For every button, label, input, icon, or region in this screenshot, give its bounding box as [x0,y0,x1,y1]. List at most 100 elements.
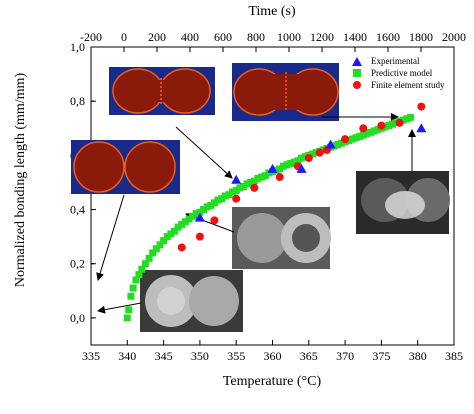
y-tick-label: 0,8 [70,94,85,108]
x-tick-label: 385 [445,349,463,363]
predictive-model-point [203,203,211,211]
predictive-model-point [200,206,208,214]
x2-tick-label: 1800 [409,30,433,44]
predictive-model-point [403,115,411,123]
inset-photo-particles-3 [356,171,450,234]
legend-label-finite-element: Finite element study [371,80,445,90]
predictive-model-point [308,150,316,158]
x2-tick-label: 200 [148,30,166,44]
predictive-model-point [261,172,269,180]
x-tick-label: 340 [118,349,136,363]
predictive-model-point [337,139,345,147]
legend-label-predictive: Predictive model [371,68,433,78]
predictive-model-point [283,161,291,169]
arrow-to-inset-initial [96,194,125,281]
finite-element-point [275,173,284,182]
finite-element-point [417,102,426,111]
finite-element-point [195,232,204,241]
predictive-model-point [279,162,287,170]
x-tick-label: 350 [191,349,209,363]
inset-photo-particles-2 [232,207,331,269]
predictive-model-point [149,249,157,257]
legend-marker-experimental [352,57,362,66]
x-axis-ticks: 335 340 345 350 355 360 365 370 375 380 385 [82,340,463,363]
x-tick-label: 380 [409,349,427,363]
y-tick-label: 0,0 [70,311,85,325]
predictive-model-point [243,180,251,188]
predictive-model-point [221,192,229,200]
predictive-model-point [352,134,360,142]
experimental-point [267,163,278,173]
predictive-model-point [265,169,273,177]
predictive-model-point [160,237,168,245]
predictive-model-point [145,254,153,262]
finite-element-point [210,216,219,225]
predictive-model-point [196,208,204,216]
legend-label-experimental: Experimental [371,56,420,66]
x2-axis-ticks: -200 0 200 400 600 800 1000 1200 1400 1600 1800 200… [80,30,466,52]
finite-element-point [232,194,241,203]
predictive-model-point [167,230,175,238]
predictive-model-point [287,159,295,167]
legend-marker-predictive [353,69,361,77]
predictive-model-point [239,183,247,191]
experimental-point [416,123,427,133]
finite-element-point [359,124,368,133]
predictive-model-point [156,241,164,249]
y-tick-label: 0,2 [70,257,85,271]
predictive-model-point [189,212,197,220]
y-tick-label: 0,4 [70,203,85,217]
predictive-model-point [356,132,364,140]
arrow-to-inset-early [175,126,233,179]
predictive-model-point [359,131,367,139]
experimental-point [296,163,307,173]
x2-tick-label: 600 [214,30,232,44]
predictive-model-point [127,292,135,300]
x-tick-label: 365 [300,349,318,363]
predictive-model-point [138,265,146,273]
predictive-model-point [163,233,171,241]
predictive-model-point [218,195,226,203]
predictive-model-point [406,113,414,121]
predictive-model-point [174,223,182,231]
finite-element-point [377,121,386,130]
x2-tick-label: -200 [80,30,102,44]
predictive-model-point [399,116,407,124]
predictive-model-point [258,173,266,181]
finite-element-point [177,243,186,252]
inset-fe-sintering-early [109,67,215,115]
predictive-model-point [141,260,149,268]
predictive-model-point [192,210,200,218]
predictive-model-point [385,122,393,130]
series-layer [123,102,427,322]
predictive-model-point [370,127,378,135]
finite-element-point [250,183,259,192]
predictive-model-point [298,154,306,162]
predictive-model-point [334,141,342,149]
x-tick-label: 355 [227,349,245,363]
x2-tick-label: 1200 [310,30,334,44]
finite-element-point [341,135,350,144]
predictive-model-point [294,157,302,165]
finite-element-point [304,154,313,163]
predictive-model-point [152,245,160,253]
inset-photo-particles-1 [140,270,243,332]
predictive-model-point [214,196,222,204]
predictive-model-point [276,165,284,173]
predictive-model-point [363,130,371,138]
x2-tick-label: 1000 [277,30,301,44]
predictive-model-point [290,158,298,166]
predictive-model-point [181,218,189,226]
experimental-point [325,139,336,149]
predictive-model-point [225,191,233,199]
predictive-model-point [210,199,218,207]
predictive-model-point [229,188,237,196]
predictive-model-point [250,177,258,185]
predictive-model-point [247,178,255,186]
x2-tick-label: 1400 [343,30,367,44]
predictive-model-point [348,135,356,143]
legend: Experimental Predictive model Finite ele… [352,56,445,90]
x2-tick-label: 2000 [442,30,466,44]
experimental-point [231,174,242,184]
